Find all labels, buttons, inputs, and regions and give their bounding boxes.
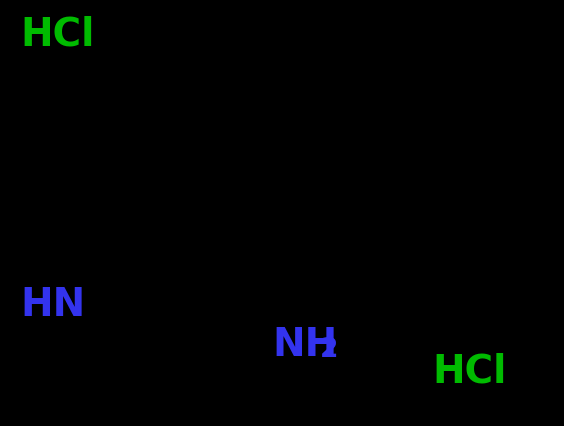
Text: 2: 2: [320, 336, 338, 362]
Text: NH: NH: [272, 325, 337, 363]
Text: HCl: HCl: [432, 352, 506, 390]
Text: HN: HN: [20, 285, 85, 323]
Text: HCl: HCl: [20, 16, 94, 54]
